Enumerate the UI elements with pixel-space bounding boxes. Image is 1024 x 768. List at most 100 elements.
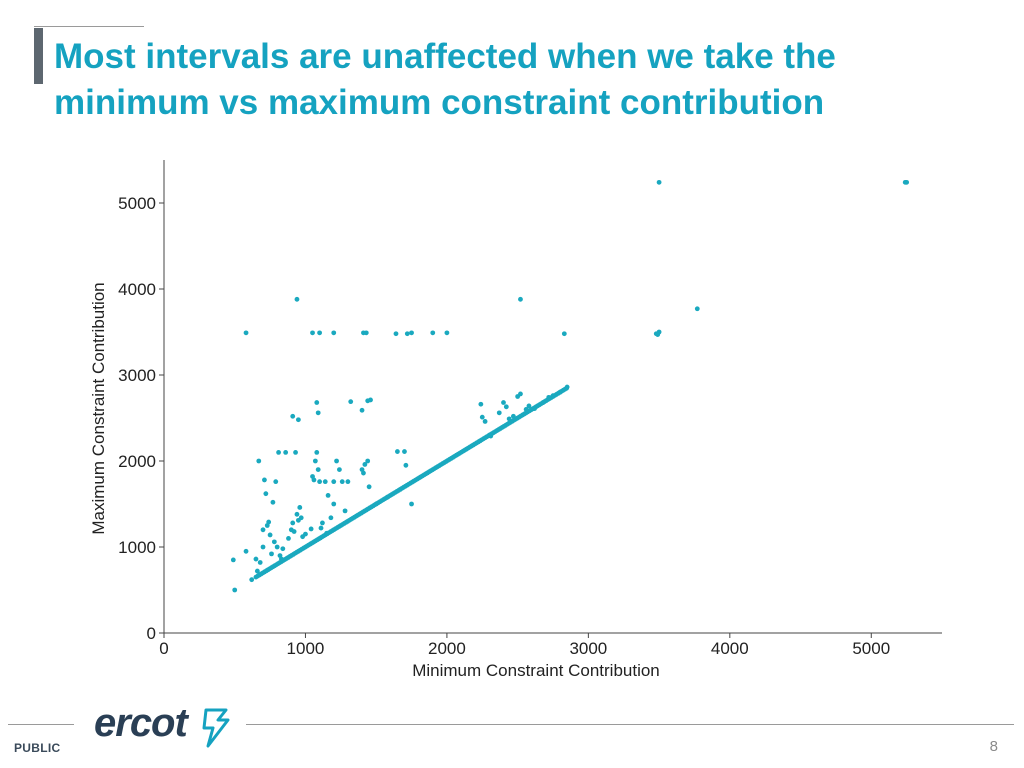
data-point	[368, 397, 373, 403]
data-point	[279, 556, 284, 562]
data-point	[501, 400, 506, 405]
x-tick-label: 4000	[711, 639, 749, 658]
data-point	[395, 449, 400, 454]
data-point	[359, 407, 365, 413]
data-point	[550, 393, 556, 399]
top-rule	[34, 26, 144, 27]
data-point	[230, 557, 236, 563]
data-point	[403, 462, 409, 468]
data-point	[267, 532, 273, 538]
data-point	[506, 416, 512, 422]
data-point	[339, 479, 345, 485]
data-point	[260, 544, 266, 550]
data-point	[291, 529, 297, 534]
data-point	[366, 484, 372, 490]
data-point	[526, 403, 532, 409]
data-point	[482, 419, 488, 424]
data-point	[564, 384, 570, 390]
y-tick-label: 3000	[118, 366, 156, 385]
data-point	[328, 515, 334, 521]
data-point	[561, 331, 567, 337]
y-tick-label: 4000	[118, 280, 156, 299]
data-point	[303, 531, 308, 537]
data-point	[286, 536, 291, 541]
data-point	[318, 525, 324, 531]
data-point	[324, 530, 330, 536]
data-point	[361, 470, 366, 476]
data-point	[373, 501, 379, 507]
x-tick-label: 3000	[569, 639, 607, 658]
data-point	[283, 450, 289, 455]
x-axis-label: Minimum Constraint Contribution	[412, 661, 660, 680]
bolt-icon	[202, 708, 230, 748]
data-point	[331, 330, 337, 336]
data-point	[518, 391, 523, 397]
title-accent-bar	[34, 28, 43, 84]
data-point	[325, 493, 331, 498]
data-point	[314, 450, 320, 455]
data-point	[342, 508, 348, 514]
ercot-logo: ercot	[94, 701, 230, 748]
data-point	[308, 526, 314, 532]
data-point	[334, 458, 339, 464]
data-point	[540, 400, 546, 405]
data-point	[297, 505, 303, 510]
data-point	[322, 479, 328, 485]
data-point	[294, 511, 300, 517]
data-point	[488, 433, 494, 439]
data-point	[656, 179, 662, 185]
x-tick-label: 2000	[428, 639, 466, 658]
data-point	[273, 479, 279, 485]
data-point	[271, 539, 277, 545]
data-point	[290, 520, 296, 526]
data-point	[402, 449, 407, 454]
svg-text:ercot: ercot	[94, 701, 189, 745]
data-point	[479, 414, 485, 420]
data-point	[294, 296, 300, 302]
data-point	[311, 477, 317, 483]
data-point	[365, 458, 371, 464]
scatter-chart: 0 1000 2000 3000 4000 5000 0 1000 2000 3000 4000 50…	[89, 160, 942, 680]
data-point	[444, 330, 450, 336]
data-point	[694, 306, 700, 312]
data-point	[256, 458, 262, 464]
footer-public-label: PUBLIC	[14, 741, 61, 755]
footer-rule-right	[246, 724, 1014, 725]
data-point	[655, 332, 661, 337]
data-point	[904, 179, 910, 185]
data-point	[276, 450, 281, 455]
data-point	[310, 330, 315, 336]
data-point	[253, 556, 259, 562]
data-point	[510, 413, 516, 419]
data-point	[331, 501, 337, 507]
y-tick-label: 5000	[118, 194, 156, 213]
data-point	[263, 491, 269, 497]
y-tick-label: 1000	[118, 538, 156, 557]
data-point	[362, 462, 368, 467]
data-point	[348, 399, 354, 405]
data-point	[295, 417, 301, 423]
data-point	[243, 548, 249, 554]
data-point	[249, 577, 255, 583]
data-point	[430, 330, 436, 336]
data-point	[260, 527, 266, 533]
data-point	[298, 515, 304, 521]
data-point	[262, 477, 267, 483]
data-point	[532, 406, 538, 411]
data-point	[331, 479, 337, 485]
data-point	[266, 519, 272, 525]
data-point	[557, 389, 563, 395]
data-point	[269, 551, 274, 557]
data-point	[409, 501, 414, 507]
data-point	[385, 494, 390, 500]
slide-title: Most intervals are unaffected when we ta…	[54, 37, 836, 122]
data-point	[317, 330, 322, 336]
data-point	[232, 587, 238, 593]
x-tick-label: 5000	[852, 639, 890, 658]
data-point	[409, 330, 414, 336]
data-point	[345, 479, 351, 485]
data-point	[270, 499, 276, 505]
y-axis-label: Maximum Constraint Contribution	[89, 282, 108, 534]
data-point	[280, 546, 286, 552]
data-point	[363, 330, 369, 336]
